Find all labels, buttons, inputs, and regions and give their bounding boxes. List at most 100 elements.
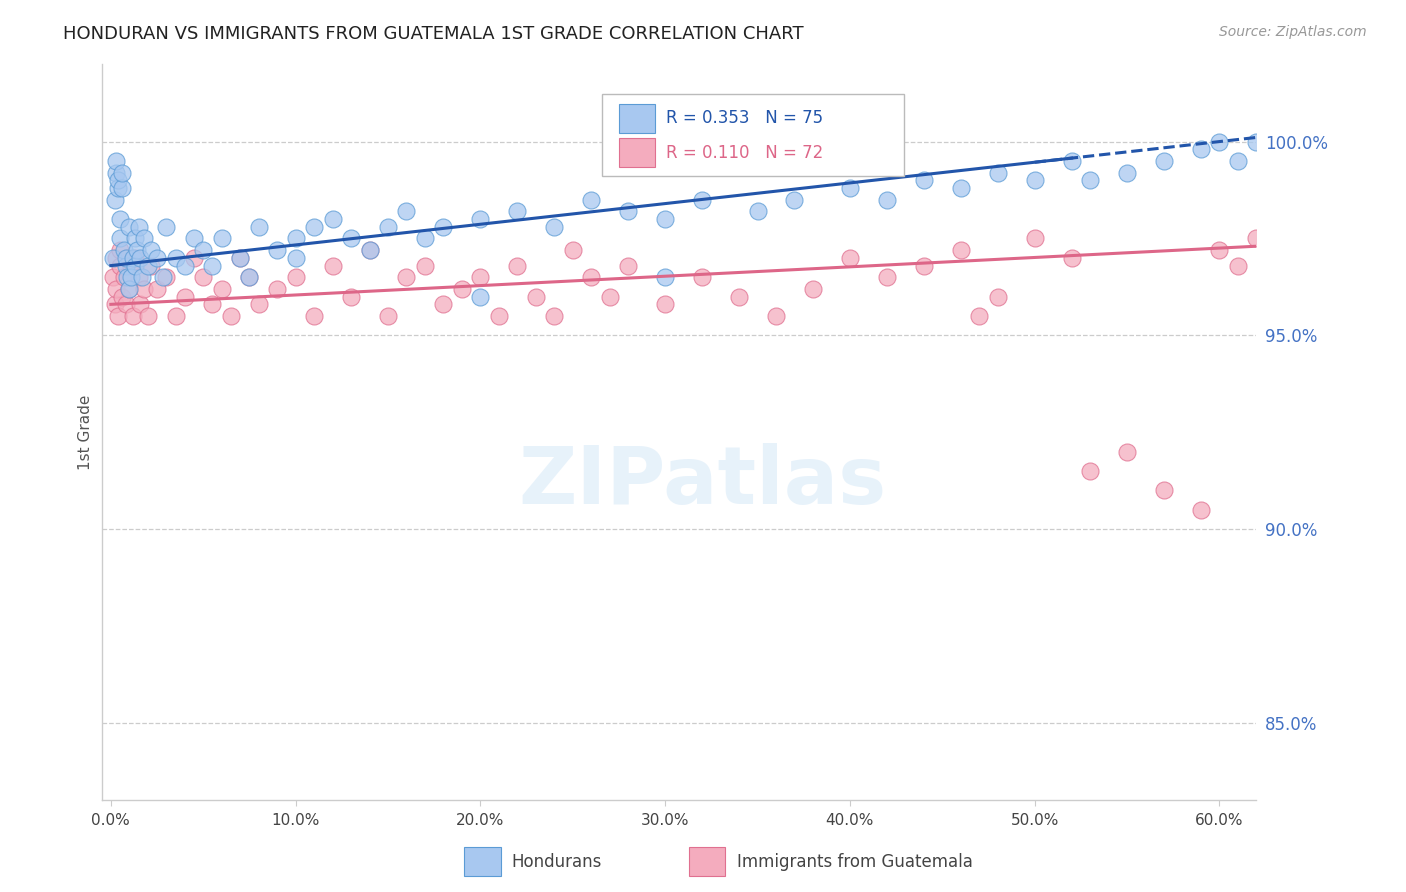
Point xyxy=(284,270,307,285)
Point xyxy=(581,270,603,285)
Point xyxy=(136,309,159,323)
Point xyxy=(967,309,990,323)
Point xyxy=(949,181,972,195)
Point xyxy=(1226,259,1249,273)
Point xyxy=(1024,173,1046,187)
Point xyxy=(128,219,150,234)
Point xyxy=(599,290,621,304)
Point xyxy=(122,309,145,323)
Point xyxy=(801,282,824,296)
Point xyxy=(238,270,260,285)
Point xyxy=(987,165,1010,179)
Point xyxy=(302,219,325,234)
Point xyxy=(654,212,676,227)
Point xyxy=(201,297,224,311)
Point xyxy=(413,231,436,245)
Point xyxy=(765,309,787,323)
Text: ZIPatlas: ZIPatlas xyxy=(519,442,887,521)
Text: R = 0.353   N = 75: R = 0.353 N = 75 xyxy=(666,110,824,128)
Point xyxy=(129,297,152,311)
Point xyxy=(111,165,134,179)
Point xyxy=(238,270,260,285)
Point xyxy=(432,297,454,311)
Point xyxy=(838,251,860,265)
Point xyxy=(1246,231,1268,245)
Point xyxy=(470,270,492,285)
Point xyxy=(125,243,148,257)
Point xyxy=(987,290,1010,304)
Point xyxy=(111,290,134,304)
Point xyxy=(1208,135,1230,149)
Point xyxy=(470,212,492,227)
Point xyxy=(1060,251,1083,265)
Point xyxy=(451,282,474,296)
Point xyxy=(912,173,935,187)
Point xyxy=(131,270,153,285)
Point xyxy=(543,219,565,234)
Point xyxy=(132,231,155,245)
Point xyxy=(838,181,860,195)
Point xyxy=(1208,243,1230,257)
Point xyxy=(377,219,399,234)
Point xyxy=(1024,231,1046,245)
Point xyxy=(155,270,177,285)
Point xyxy=(111,181,134,195)
Point xyxy=(617,259,640,273)
Point xyxy=(114,259,136,273)
Point xyxy=(173,259,195,273)
Point xyxy=(132,282,155,296)
Point xyxy=(165,309,187,323)
Point xyxy=(654,270,676,285)
Point xyxy=(219,309,242,323)
Point xyxy=(322,212,344,227)
Point xyxy=(107,173,129,187)
Point xyxy=(359,243,381,257)
Point xyxy=(395,204,418,219)
Point xyxy=(266,282,288,296)
Point xyxy=(690,193,713,207)
Point xyxy=(524,290,547,304)
Point xyxy=(103,297,125,311)
Point xyxy=(413,259,436,273)
Point xyxy=(284,231,307,245)
Point xyxy=(1116,444,1139,458)
Point xyxy=(105,153,128,168)
Point xyxy=(340,231,363,245)
Text: R = 0.110   N = 72: R = 0.110 N = 72 xyxy=(666,144,824,161)
Text: HONDURAN VS IMMIGRANTS FROM GUATEMALA 1ST GRADE CORRELATION CHART: HONDURAN VS IMMIGRANTS FROM GUATEMALA 1S… xyxy=(63,25,804,43)
Point xyxy=(183,231,205,245)
Point xyxy=(395,270,418,285)
Point xyxy=(120,259,142,273)
Point xyxy=(105,282,128,296)
Point xyxy=(876,270,898,285)
Point xyxy=(112,243,135,257)
Point xyxy=(193,243,215,257)
Point xyxy=(247,297,270,311)
Point xyxy=(114,297,136,311)
Point xyxy=(122,251,145,265)
Point xyxy=(129,251,152,265)
Point xyxy=(107,181,129,195)
Point xyxy=(141,259,163,273)
Point xyxy=(912,259,935,273)
Point xyxy=(108,259,131,273)
Point xyxy=(120,270,142,285)
Point xyxy=(117,251,139,265)
Point xyxy=(211,231,233,245)
Point xyxy=(1189,142,1212,156)
Point xyxy=(229,251,252,265)
Point xyxy=(152,270,174,285)
Point xyxy=(322,259,344,273)
Point xyxy=(340,290,363,304)
Point xyxy=(747,204,769,219)
Point xyxy=(118,219,141,234)
Point xyxy=(101,251,124,265)
Point xyxy=(488,309,510,323)
Point xyxy=(1153,153,1175,168)
Point xyxy=(173,290,195,304)
Point xyxy=(1078,464,1101,478)
Point xyxy=(146,282,169,296)
Point xyxy=(124,251,146,265)
Point xyxy=(302,309,325,323)
Point xyxy=(183,251,205,265)
